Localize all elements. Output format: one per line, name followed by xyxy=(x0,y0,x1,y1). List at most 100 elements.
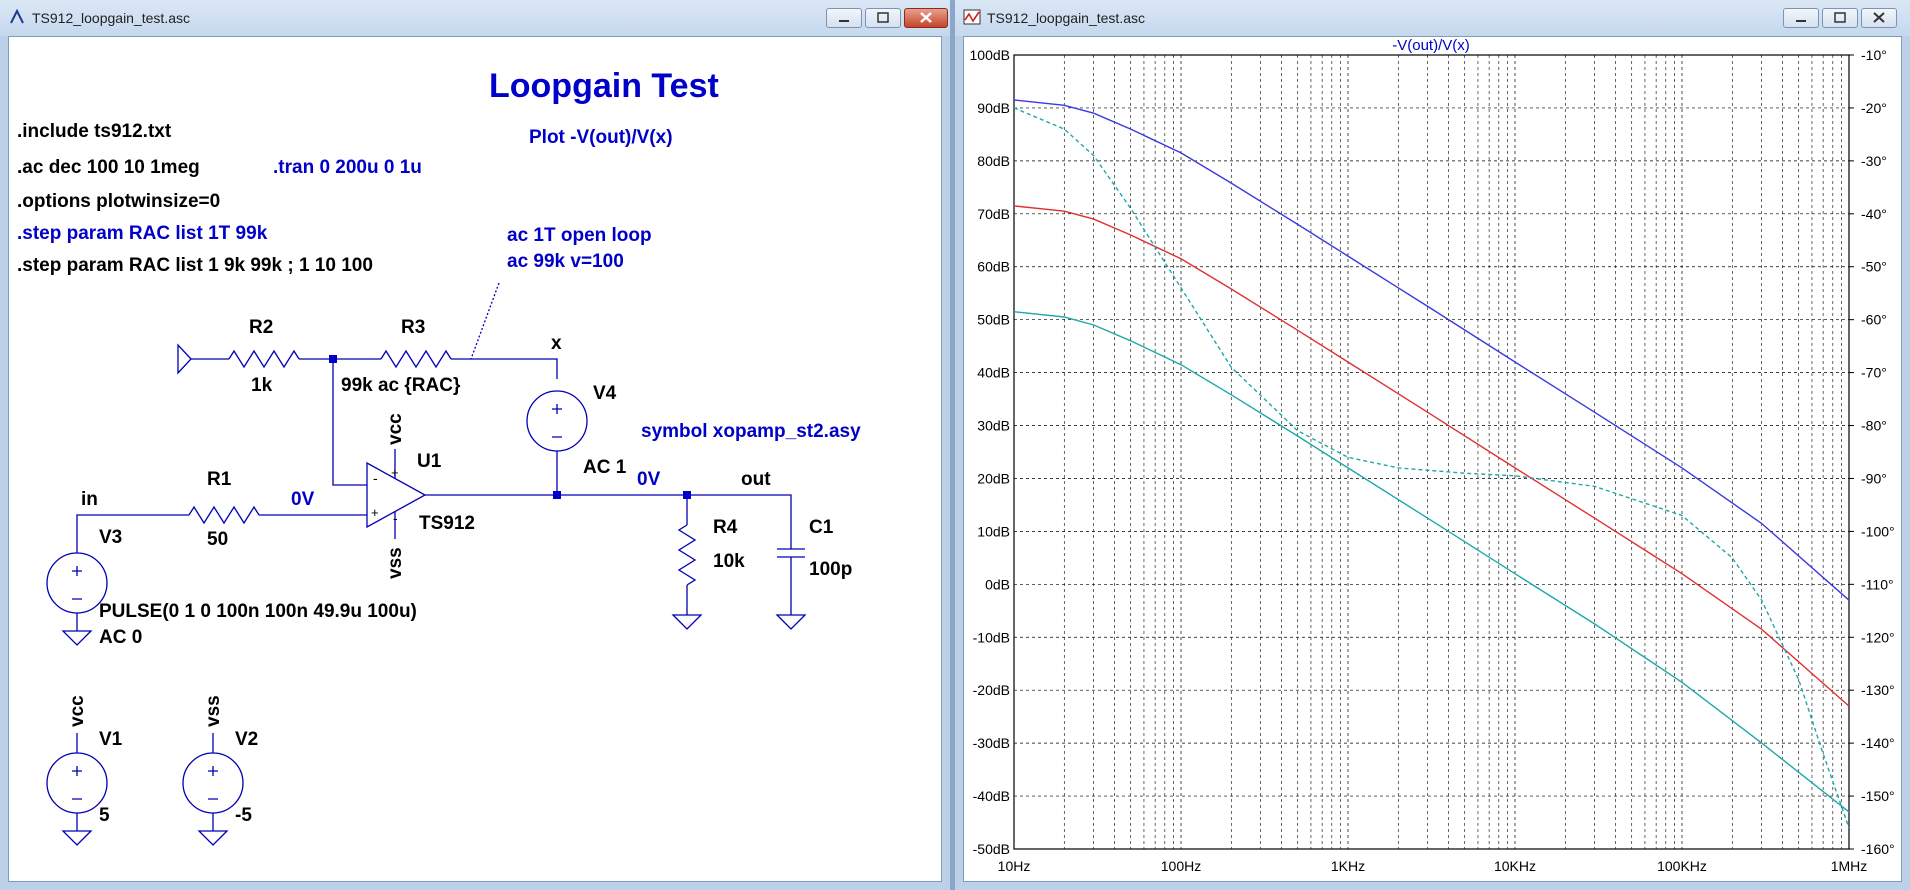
net-label-x: x xyxy=(551,333,562,354)
y2-tick-label: -150° xyxy=(1861,788,1895,804)
directive-step-1[interactable]: .step param RAC list 1T 99k xyxy=(17,223,268,244)
window-divider[interactable] xyxy=(950,0,955,890)
net-label-vcc: vcc xyxy=(385,413,406,445)
v2-name: V2 xyxy=(235,729,258,750)
opamp-minus-pin-2: - xyxy=(393,510,398,526)
r1-resistor[interactable] xyxy=(188,505,260,525)
plot-minimize-button[interactable] xyxy=(1783,8,1819,28)
x-tick-label: 1MHz xyxy=(1831,858,1868,874)
v2-value: -5 xyxy=(235,805,252,826)
y-tick-label: 50dB xyxy=(977,312,1010,328)
minimize-button[interactable] xyxy=(826,8,862,28)
directive-step-2[interactable]: .step param RAC list 1 9k 99k ; 1 10 100 xyxy=(17,255,373,276)
y2-tick-label: -80° xyxy=(1861,418,1887,434)
junction-dot xyxy=(683,491,691,499)
r3-value: 99k ac {RAC} xyxy=(341,375,461,396)
plot-close-button[interactable] xyxy=(1861,8,1897,28)
maximize-button[interactable] xyxy=(865,8,901,28)
y2-tick-label: -130° xyxy=(1861,682,1895,698)
y-tick-label: -50dB xyxy=(973,841,1010,857)
y-tick-label: 90dB xyxy=(977,100,1010,116)
schematic-app-icon xyxy=(10,8,24,24)
u1-opamp[interactable] xyxy=(366,461,427,529)
net-label-in: in xyxy=(81,489,98,510)
x-tick-label: 100KHz xyxy=(1657,858,1707,874)
v4-name: V4 xyxy=(593,383,617,404)
net-label-vss: vss xyxy=(385,547,406,579)
note-open-loop[interactable]: ac 1T open loop xyxy=(507,225,652,246)
schematic-canvas[interactable]: Loopgain Test Plot -V(out)/V(x) .include… xyxy=(8,36,942,882)
trace-series-4[interactable] xyxy=(1013,107,1850,829)
schematic-window: TS912_loopgain_test.asc xyxy=(0,0,950,890)
wire-minus-input xyxy=(332,359,367,486)
v3-signs xyxy=(72,566,82,600)
schematic-heading: Loopgain Test xyxy=(489,67,719,105)
directive-ac[interactable]: .ac dec 100 10 1meg xyxy=(17,157,200,178)
close-icon xyxy=(1873,12,1885,23)
v1-source[interactable] xyxy=(46,752,108,814)
v3-value-ac: AC 0 xyxy=(99,627,142,648)
minimize-icon xyxy=(1796,20,1806,22)
plot-titlebar[interactable]: TS912_loopgain_test.asc xyxy=(955,0,1910,36)
r4-resistor[interactable] xyxy=(677,524,697,586)
close-button[interactable] xyxy=(904,8,948,28)
net-label-out: out xyxy=(741,469,771,490)
c1-capacitor[interactable] xyxy=(777,525,805,615)
trace-label[interactable]: -V(out)/V(x) xyxy=(1392,37,1470,54)
symbol-note[interactable]: symbol xopamp_st2.asy xyxy=(641,421,861,442)
note-pointer xyxy=(470,282,500,360)
r2-value: 1k xyxy=(251,375,273,396)
y2-tick-label: -90° xyxy=(1861,470,1887,486)
y2-tick-label: -110° xyxy=(1861,576,1894,592)
r2-resistor[interactable] xyxy=(228,349,300,369)
net-label-vcc-v1: vcc xyxy=(67,695,88,727)
minimize-icon xyxy=(839,20,849,22)
schematic-titlebar[interactable]: TS912_loopgain_test.asc xyxy=(0,0,950,36)
plot-canvas[interactable]: 10Hz 100Hz 1KHz 10KHz 100KHz 1MHz 100dB 90dB 80d… xyxy=(963,36,1902,882)
bode-plot[interactable]: 10Hz 100Hz 1KHz 10KHz 100KHz 1MHz 100dB 90dB 80d… xyxy=(964,37,1901,881)
y-tick-label: -20dB xyxy=(973,682,1010,698)
plot-window-title: TS912_loopgain_test.asc xyxy=(987,10,1145,26)
note-v100[interactable]: ac 99k v=100 xyxy=(507,251,624,272)
plot-maximize-button[interactable] xyxy=(1822,8,1858,28)
r1-name: R1 xyxy=(207,469,232,490)
y-tick-label: 20dB xyxy=(977,470,1010,486)
y2-tick-label: -70° xyxy=(1861,365,1887,381)
y-tick-label: 0dB xyxy=(985,576,1010,592)
wire-in xyxy=(76,514,189,553)
u1-value: TS912 xyxy=(419,513,475,534)
opamp-plus-pin-2: + xyxy=(371,505,379,520)
trace-series-1[interactable] xyxy=(1013,99,1850,601)
directive-include[interactable]: .include ts912.txt xyxy=(17,121,172,142)
voltage-label-out: 0V xyxy=(637,469,661,490)
y2-tick-label: -40° xyxy=(1861,206,1887,222)
directive-tran[interactable]: .tran 0 200u 0 1u xyxy=(273,157,422,178)
v3-name: V3 xyxy=(99,527,122,548)
trace-series-2[interactable] xyxy=(1013,205,1850,707)
u1-name: U1 xyxy=(417,451,442,472)
schematic-drawing[interactable]: Loopgain Test Plot -V(out)/V(x) .include… xyxy=(9,37,941,881)
r3-resistor[interactable] xyxy=(380,349,452,369)
wire-opamp-out xyxy=(425,494,792,525)
v4-source[interactable] xyxy=(526,390,588,452)
y-tick-label: 30dB xyxy=(977,418,1010,434)
x-tick-label: 100Hz xyxy=(1161,858,1201,874)
voltage-label-in: 0V xyxy=(291,489,315,510)
maximize-icon xyxy=(877,12,889,23)
ground-arrow-r2 xyxy=(177,343,192,375)
v2-source[interactable] xyxy=(182,752,244,814)
r3-name: R3 xyxy=(401,317,425,338)
y-tick-label: 80dB xyxy=(977,153,1010,169)
schematic-window-title: TS912_loopgain_test.asc xyxy=(32,10,190,26)
v3-source[interactable] xyxy=(46,552,108,614)
y2-tick-label: -30° xyxy=(1861,153,1887,169)
ground-v2 xyxy=(197,813,229,846)
trace-series-3[interactable] xyxy=(1013,311,1850,813)
directive-options[interactable]: .options plotwinsize=0 xyxy=(17,191,220,212)
plot-area[interactable] xyxy=(1013,54,1850,850)
y-tick-label: -10dB xyxy=(973,629,1010,645)
c1-value: 100p xyxy=(809,559,852,580)
y2-tick-label: -140° xyxy=(1861,735,1895,751)
ground-v3 xyxy=(61,613,93,646)
opamp-plus-pin: + xyxy=(391,465,399,480)
